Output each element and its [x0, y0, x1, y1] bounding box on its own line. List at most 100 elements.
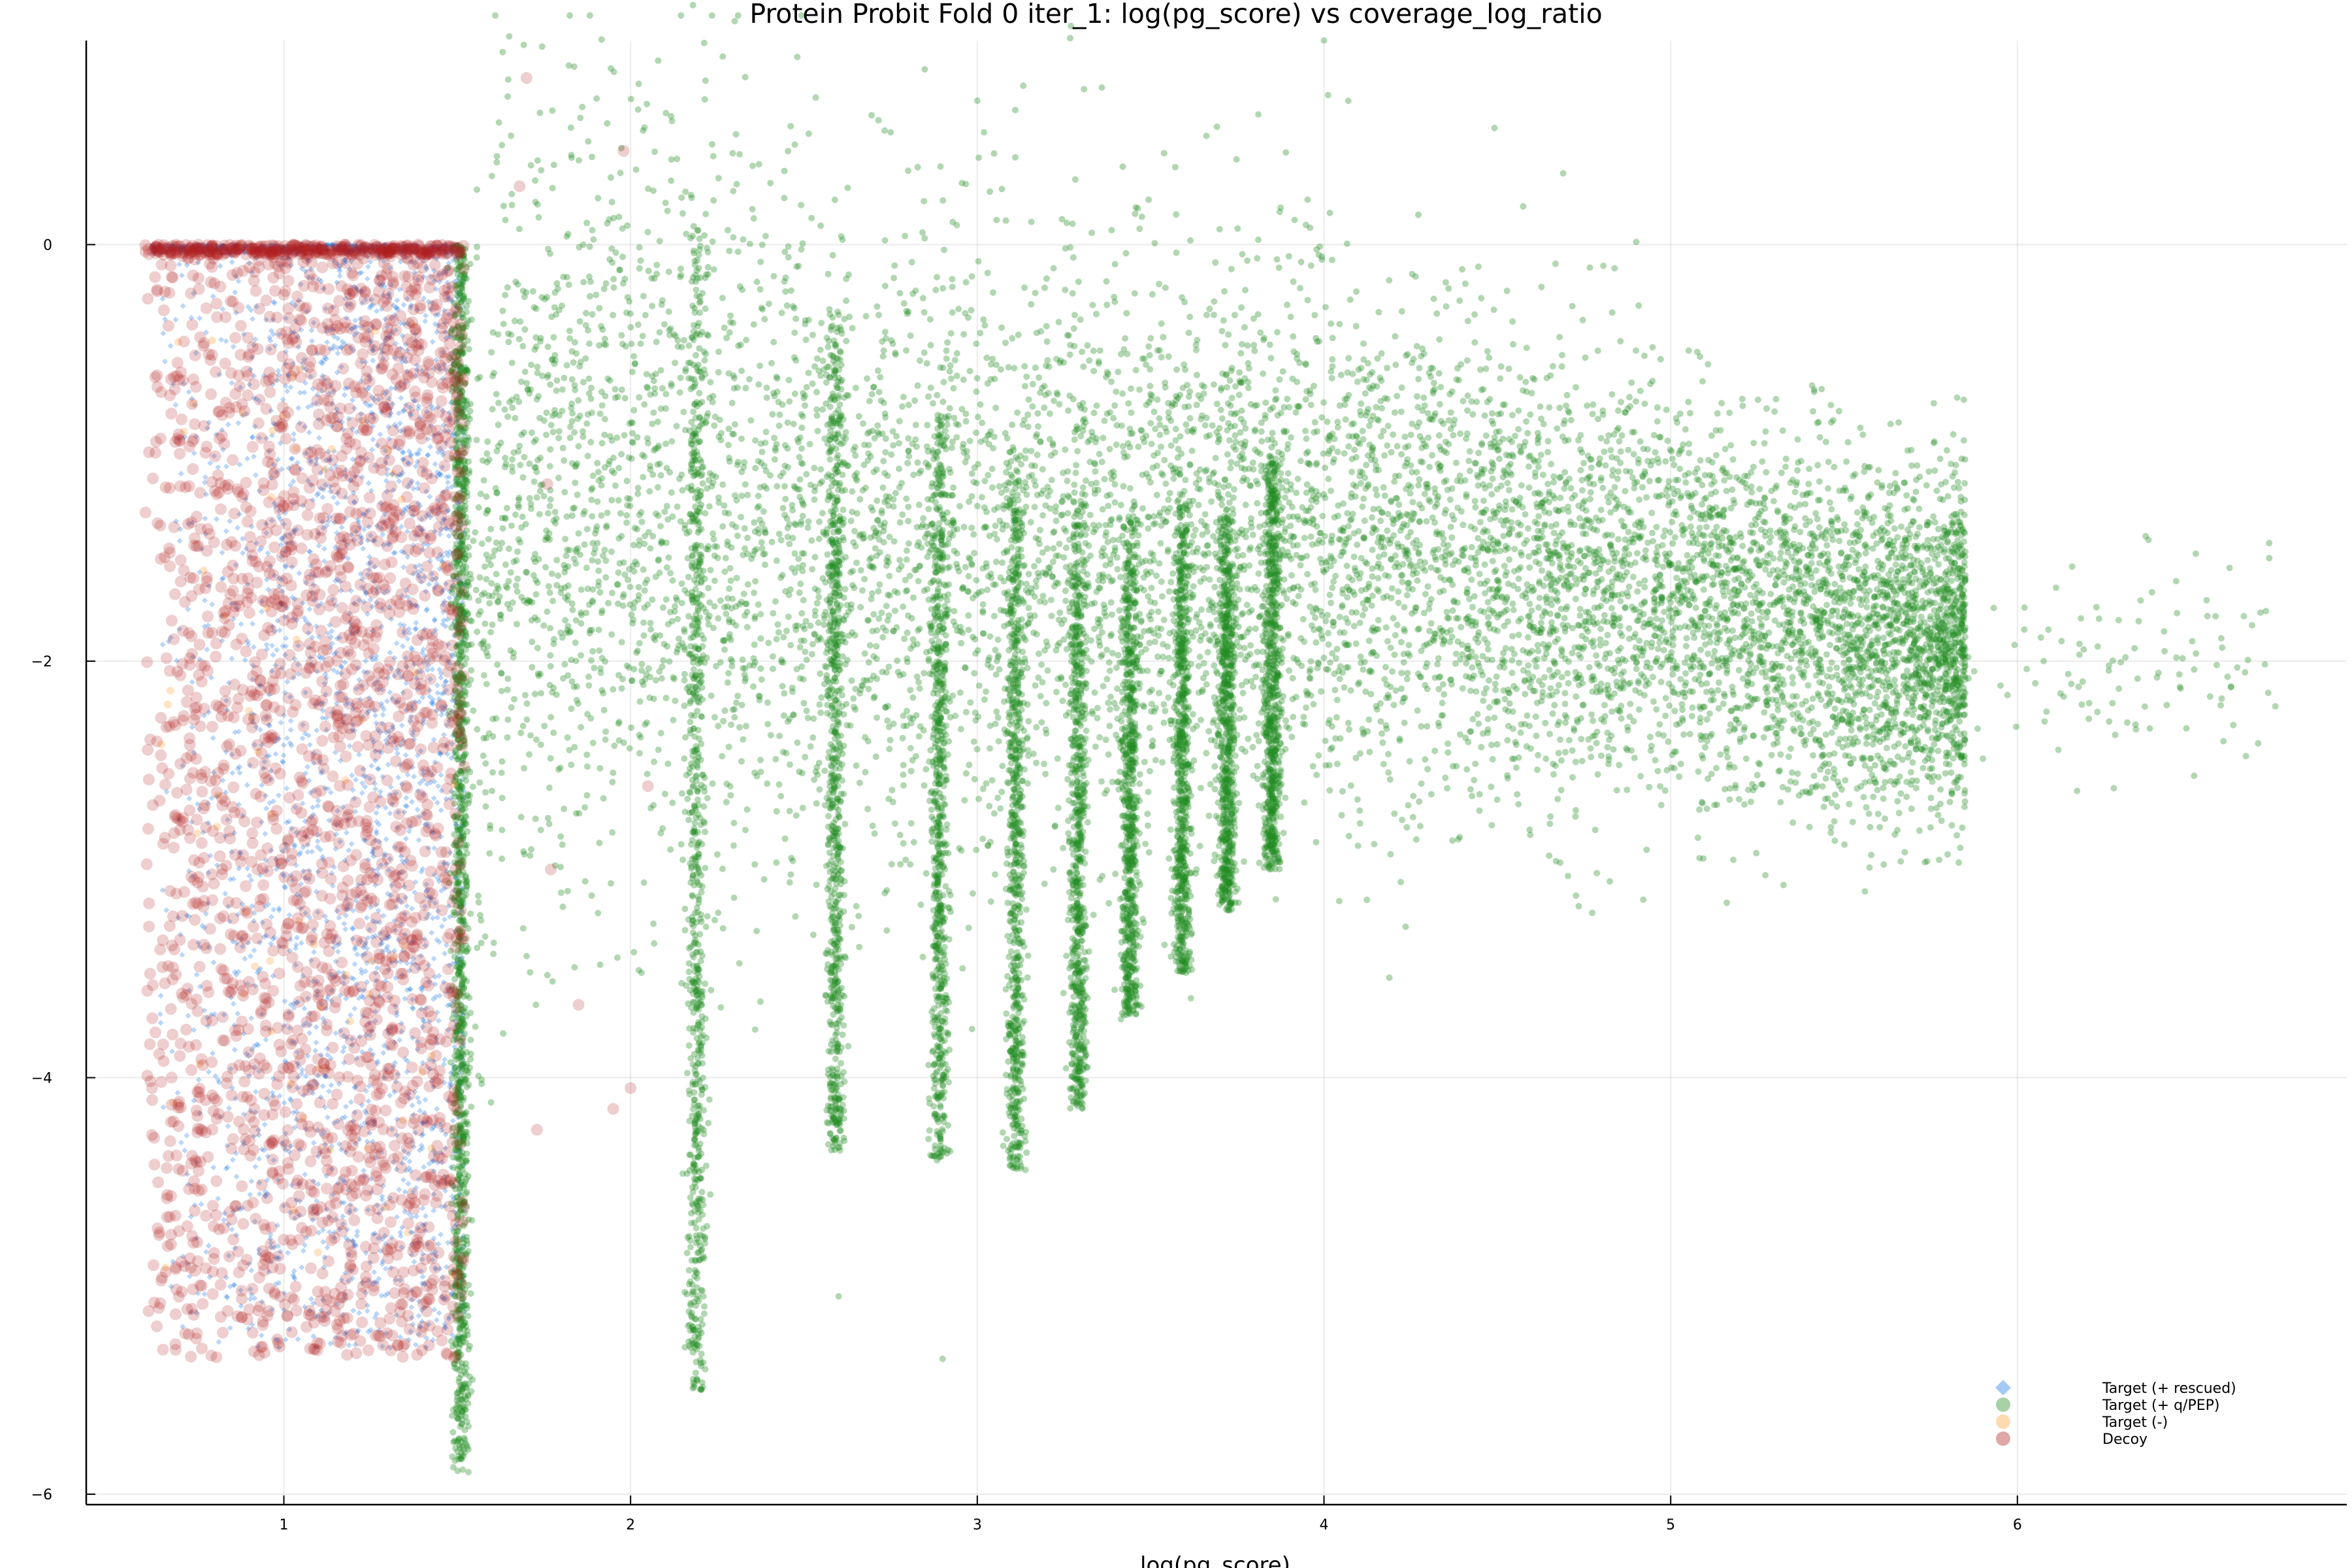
data-point	[1105, 659, 1113, 666]
data-point	[456, 910, 462, 917]
data-point	[1387, 851, 1394, 858]
data-point	[295, 661, 301, 668]
data-point	[1447, 409, 1454, 416]
data-point	[1624, 787, 1631, 793]
data-point	[955, 305, 962, 312]
data-point	[1384, 365, 1391, 372]
data-point	[649, 420, 656, 427]
data-point	[786, 879, 793, 886]
data-point	[1360, 666, 1367, 673]
data-point	[668, 489, 675, 496]
data-point	[291, 1268, 297, 1274]
data-point	[1267, 355, 1275, 362]
data-point	[307, 563, 314, 569]
data-point	[403, 402, 409, 408]
data-point	[1228, 395, 1235, 402]
data-point	[1103, 368, 1111, 376]
data-point	[847, 569, 855, 576]
data-point	[325, 1052, 331, 1058]
data-point	[344, 650, 351, 657]
data-point	[1572, 595, 1579, 602]
data-point	[568, 152, 575, 159]
data-point	[1039, 384, 1046, 391]
data-point	[1604, 632, 1611, 638]
data-point	[487, 629, 495, 636]
data-point	[448, 356, 455, 363]
data-point	[757, 362, 764, 369]
data-point	[1874, 810, 1882, 817]
data-point	[663, 502, 670, 510]
data-point	[315, 868, 321, 875]
data-point	[1341, 450, 1348, 457]
data-point	[1446, 496, 1454, 503]
data-point	[1399, 578, 1406, 585]
data-point	[947, 362, 954, 369]
data-point	[263, 1036, 269, 1043]
data-point	[1618, 399, 1624, 406]
data-point	[1025, 570, 1032, 578]
data-point	[796, 644, 804, 651]
data-point	[351, 1241, 358, 1248]
data-point	[1091, 689, 1098, 696]
data-point	[1345, 443, 1352, 450]
data-point	[988, 465, 996, 472]
data-point	[1558, 787, 1565, 794]
data-point	[1145, 343, 1152, 350]
data-point	[299, 365, 306, 371]
data-point	[1544, 438, 1552, 445]
data-point	[1946, 798, 1953, 806]
data-point	[421, 274, 427, 280]
data-point	[297, 389, 303, 396]
data-point	[1089, 301, 1096, 308]
data-point	[615, 569, 622, 576]
data-point	[1504, 480, 1511, 487]
data-point	[681, 670, 688, 678]
data-point	[291, 1124, 298, 1131]
data-point	[328, 1082, 335, 1088]
data-point	[1172, 425, 1179, 433]
data-point	[1722, 446, 1729, 453]
data-point	[370, 739, 377, 745]
data-point	[561, 489, 568, 496]
data-point	[811, 553, 819, 561]
data-point	[245, 1325, 252, 1331]
data-point	[913, 673, 921, 680]
data-point	[445, 1239, 451, 1246]
data-point	[657, 405, 664, 412]
data-point	[1310, 700, 1317, 708]
data-point	[1225, 331, 1232, 338]
data-point	[232, 600, 238, 607]
data-point	[1609, 708, 1616, 715]
data-point	[240, 550, 246, 556]
data-point	[1380, 760, 1387, 768]
data-point	[585, 682, 593, 689]
data-point	[364, 611, 370, 617]
data-point	[1449, 607, 1456, 614]
data-point	[930, 400, 936, 407]
data-point	[1242, 534, 1249, 540]
data-point	[331, 864, 337, 870]
data-point	[461, 633, 467, 640]
data-point	[923, 766, 930, 773]
data-point	[1335, 898, 1343, 905]
data-point	[636, 394, 643, 401]
data-point	[320, 487, 327, 493]
data-point	[757, 611, 764, 618]
data-point	[351, 727, 358, 734]
data-point	[1950, 484, 1957, 491]
data-point	[410, 731, 416, 738]
data-point	[681, 906, 689, 913]
data-point	[1573, 693, 1580, 700]
data-point	[898, 563, 905, 570]
data-point	[442, 1324, 448, 1330]
data-point	[1646, 783, 1653, 791]
data-point	[1860, 794, 1867, 801]
data-point	[1739, 395, 1746, 402]
data-point	[1538, 284, 1545, 291]
data-point	[348, 1099, 354, 1105]
data-point	[1141, 759, 1148, 766]
data-point	[808, 651, 815, 658]
data-point	[905, 167, 911, 174]
data-point	[482, 563, 488, 570]
data-point	[290, 1109, 297, 1116]
